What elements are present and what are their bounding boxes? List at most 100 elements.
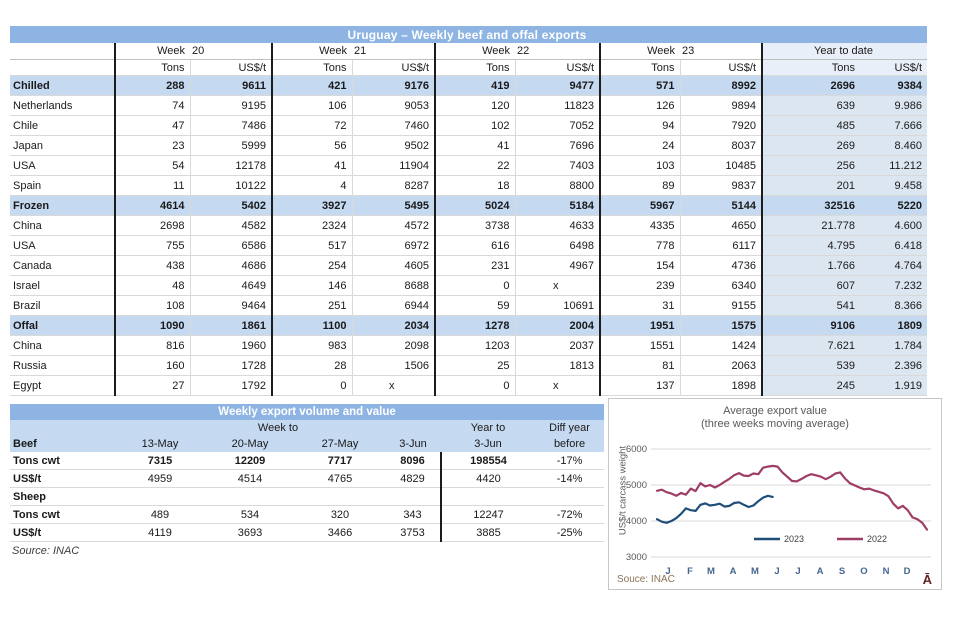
cell: 541 xyxy=(762,295,860,316)
ytd-usdt-header: US$/t xyxy=(860,59,928,76)
cell: 1728 xyxy=(190,355,273,376)
cell: 5967 xyxy=(600,195,681,216)
cell: 245 xyxy=(762,375,860,396)
row-label: Chile xyxy=(10,115,116,136)
cell: 343 xyxy=(385,505,441,524)
month-label: D xyxy=(904,566,911,577)
cell: 21.778 xyxy=(762,215,860,236)
cell: 5495 xyxy=(352,195,436,216)
cell: 6944 xyxy=(352,295,436,316)
section-row: Offal 1090 1861 1100 2034 1278 2004 1951 1575 910… xyxy=(10,315,928,336)
cell: 9.458 xyxy=(860,175,928,196)
cell: 4633 xyxy=(515,215,601,236)
month-label: O xyxy=(860,566,867,577)
cell: 10691 xyxy=(515,295,601,316)
cell: 4.764 xyxy=(860,255,928,276)
chart-gridlines xyxy=(651,448,931,558)
cell: 1960 xyxy=(190,335,273,356)
cell: 27 xyxy=(115,375,191,396)
row-label: Chilled xyxy=(10,75,116,96)
cell: 251 xyxy=(272,295,353,316)
cell: 47 xyxy=(115,115,191,136)
cell: 239 xyxy=(600,275,681,296)
cell: 421 xyxy=(272,75,353,96)
country-row: Egypt 27 1792 0 x 0 x 137 1898 245 1.919 xyxy=(10,375,928,396)
cell: 18 xyxy=(435,175,516,196)
week-number: 20 xyxy=(190,43,273,60)
country-row: Japan 23 5999 56 9502 41 7696 24 8037 269 8.460 xyxy=(10,135,928,156)
row-label: China xyxy=(10,215,116,236)
week-word: Week xyxy=(600,43,680,60)
cell: 198554 xyxy=(440,452,535,470)
chart-legend: 2023 2022 xyxy=(754,534,887,544)
cell: 269 xyxy=(762,135,860,156)
cell: 539 xyxy=(762,355,860,376)
cell: 288 xyxy=(115,75,191,96)
year-to-header: Year to xyxy=(441,420,535,436)
weekly-row: US$/t 4119 3693 3466 3753 3885 -25% xyxy=(10,523,605,542)
weekly-title-bar: Weekly export volume and value xyxy=(10,404,605,420)
chart-line-2022 xyxy=(655,464,929,531)
cell: 9155 xyxy=(680,295,763,316)
cell: 0 xyxy=(435,275,516,296)
cell: 517 xyxy=(272,235,353,256)
diff-year-header: Diff year xyxy=(535,420,605,436)
cell: 7460 xyxy=(352,115,436,136)
month-label: F xyxy=(687,566,693,577)
cell: 22 xyxy=(435,155,516,176)
week-to-header: Week to xyxy=(115,420,441,436)
country-row: Spain 11 10122 4 8287 18 8800 89 9837 201 9.458 xyxy=(10,175,928,196)
cell: 4420 xyxy=(440,469,535,488)
cell: 8037 xyxy=(680,135,763,156)
usdt-header: US$/t xyxy=(680,59,763,76)
cell: 1898 xyxy=(680,375,763,396)
exports-table: Uruguay – Weekly beef and offal exports … xyxy=(10,26,928,396)
tons-header: Tons xyxy=(115,59,191,76)
chart-series-lines xyxy=(655,464,929,531)
cell: 126 xyxy=(600,95,681,116)
cell: 5184 xyxy=(515,195,601,216)
cell: x xyxy=(352,375,436,396)
cell: 11904 xyxy=(352,155,436,176)
row-label: China xyxy=(10,335,116,356)
row-label: Frozen xyxy=(10,195,116,216)
cell: 3753 xyxy=(385,523,441,542)
cell: 4650 xyxy=(680,215,763,236)
row-label: Tons cwt xyxy=(10,505,115,524)
cell: 106 xyxy=(272,95,353,116)
cell: 9106 xyxy=(762,315,860,336)
cell: 1792 xyxy=(190,375,273,396)
cell: x xyxy=(515,375,601,396)
country-row: Israel 48 4649 146 8688 0 x 239 6340 607 7.232 xyxy=(10,275,928,296)
cell: 1809 xyxy=(860,315,928,336)
week-number: 22 xyxy=(515,43,601,60)
cell: 4649 xyxy=(190,275,273,296)
row-label: Sheep xyxy=(10,487,115,506)
cell: 1424 xyxy=(680,335,763,356)
cell: 7052 xyxy=(515,115,601,136)
cell: 81 xyxy=(600,355,681,376)
month-label: J xyxy=(795,566,800,577)
chart-source-note: Souce: INAC xyxy=(617,574,675,585)
cell: 9464 xyxy=(190,295,273,316)
cell: 41 xyxy=(435,135,516,156)
cell: 25 xyxy=(435,355,516,376)
cell: 5024 xyxy=(435,195,516,216)
before-header: before xyxy=(535,436,605,452)
row-label: US$/t xyxy=(10,523,115,542)
cell: 5220 xyxy=(860,195,928,216)
cell: 616 xyxy=(435,235,516,256)
weekly-source-note: Source: INAC xyxy=(12,545,80,557)
cell: 7403 xyxy=(515,155,601,176)
cell: 11823 xyxy=(515,95,601,116)
cell: 5402 xyxy=(190,195,273,216)
cell: 32516 xyxy=(762,195,860,216)
cell xyxy=(385,487,441,506)
cell: 72 xyxy=(272,115,353,136)
country-row: Chile 47 7486 72 7460 102 7052 94 7920 485 7.666 xyxy=(10,115,928,136)
cell: 9477 xyxy=(515,75,601,96)
section-row: Frozen 4614 5402 3927 5495 5024 5184 5967 5144 32… xyxy=(10,195,928,216)
cell: 4514 xyxy=(205,469,295,488)
weekly-title: Weekly export volume and value xyxy=(10,404,605,420)
month-label: N xyxy=(883,566,890,577)
